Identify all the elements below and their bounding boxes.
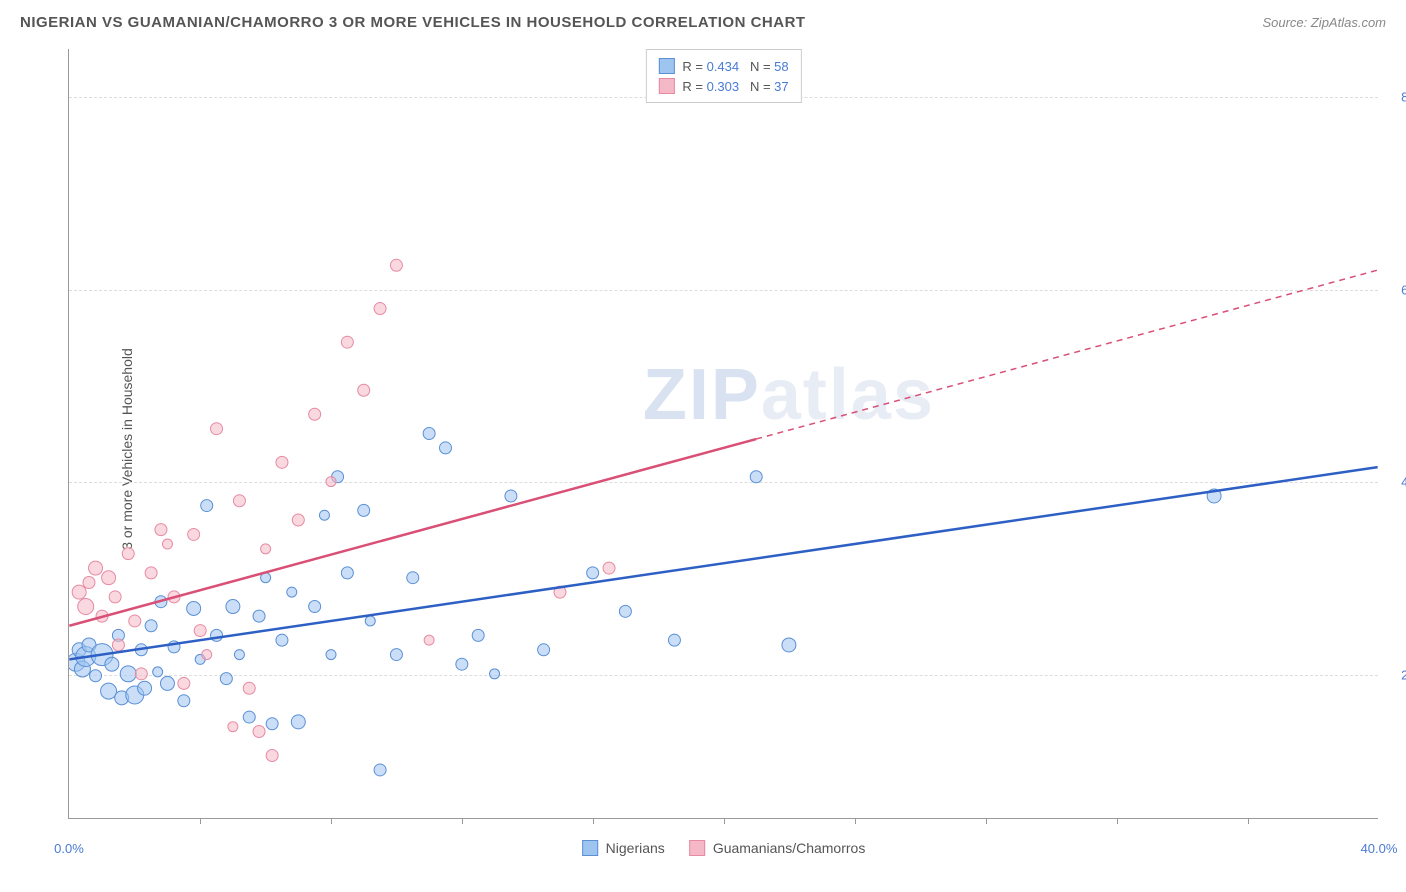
data-point bbox=[374, 764, 386, 776]
correlation-legend: R = 0.434 N = 58 R = 0.303 N = 37 bbox=[645, 49, 801, 103]
data-point bbox=[122, 548, 134, 560]
data-point bbox=[423, 428, 435, 440]
data-point bbox=[78, 599, 94, 615]
data-point bbox=[603, 562, 615, 574]
data-point bbox=[291, 715, 305, 729]
data-point bbox=[105, 657, 119, 671]
data-point bbox=[490, 669, 500, 679]
trend-line bbox=[69, 467, 1377, 659]
data-point bbox=[276, 634, 288, 646]
data-point bbox=[145, 567, 157, 579]
data-point bbox=[145, 620, 157, 632]
data-point bbox=[472, 629, 484, 641]
plot-area: R = 0.434 N = 58 R = 0.303 N = 37 ZIPatl… bbox=[68, 49, 1378, 819]
data-point bbox=[326, 477, 336, 487]
data-point bbox=[266, 718, 278, 730]
data-point bbox=[538, 644, 550, 656]
data-point bbox=[135, 668, 147, 680]
data-point bbox=[782, 638, 796, 652]
data-point bbox=[187, 601, 201, 615]
data-point bbox=[750, 471, 762, 483]
data-point bbox=[243, 711, 255, 723]
data-point bbox=[112, 639, 124, 651]
data-point bbox=[587, 567, 599, 579]
data-point bbox=[341, 336, 353, 348]
swatch-guamanians bbox=[689, 840, 705, 856]
data-point bbox=[120, 666, 136, 682]
data-point bbox=[439, 442, 451, 454]
data-point bbox=[253, 725, 265, 737]
data-point bbox=[83, 577, 95, 589]
y-tick-label: 80.0% bbox=[1401, 90, 1406, 105]
swatch-series-2 bbox=[658, 78, 674, 94]
series-legend: Nigerians Guamanians/Chamorros bbox=[582, 840, 866, 856]
data-point bbox=[101, 683, 117, 699]
data-point bbox=[226, 600, 240, 614]
data-point bbox=[178, 677, 190, 689]
data-point bbox=[178, 695, 190, 707]
data-point bbox=[319, 510, 329, 520]
x-tick-label: 0.0% bbox=[54, 841, 84, 856]
data-point bbox=[365, 616, 375, 626]
data-point bbox=[287, 587, 297, 597]
data-point bbox=[253, 610, 265, 622]
data-point bbox=[668, 634, 680, 646]
data-point bbox=[194, 625, 206, 637]
chart-title: NIGERIAN VS GUAMANIAN/CHAMORRO 3 OR MORE… bbox=[20, 14, 806, 31]
data-point bbox=[160, 676, 174, 690]
data-point bbox=[266, 750, 278, 762]
data-point bbox=[72, 585, 86, 599]
data-point bbox=[243, 682, 255, 694]
data-point bbox=[261, 544, 271, 554]
data-point bbox=[326, 650, 336, 660]
data-point bbox=[374, 303, 386, 315]
data-point bbox=[234, 650, 244, 660]
y-tick-label: 60.0% bbox=[1401, 282, 1406, 297]
data-point bbox=[90, 670, 102, 682]
data-point bbox=[358, 504, 370, 516]
data-point bbox=[390, 649, 402, 661]
data-point bbox=[505, 490, 517, 502]
data-point bbox=[341, 567, 353, 579]
data-point bbox=[390, 259, 402, 271]
data-point bbox=[292, 514, 304, 526]
data-point bbox=[102, 571, 116, 585]
data-point bbox=[201, 500, 213, 512]
data-point bbox=[309, 601, 321, 613]
data-point bbox=[211, 423, 223, 435]
data-point bbox=[407, 572, 419, 584]
data-point bbox=[109, 591, 121, 603]
swatch-nigerians bbox=[582, 840, 598, 856]
data-point bbox=[228, 722, 238, 732]
y-tick-label: 40.0% bbox=[1401, 475, 1406, 490]
trend-line-extrapolated bbox=[756, 270, 1377, 439]
source-label: Source: ZipAtlas.com bbox=[1262, 15, 1386, 30]
trend-line bbox=[69, 439, 756, 626]
x-tick-label: 40.0% bbox=[1361, 841, 1398, 856]
data-point bbox=[220, 673, 232, 685]
data-point bbox=[233, 495, 245, 507]
data-point bbox=[162, 539, 172, 549]
swatch-series-1 bbox=[658, 58, 674, 74]
data-point bbox=[129, 615, 141, 627]
data-point bbox=[456, 658, 468, 670]
data-point bbox=[153, 667, 163, 677]
data-point bbox=[424, 635, 434, 645]
data-point bbox=[89, 561, 103, 575]
data-point bbox=[188, 528, 200, 540]
data-point bbox=[619, 605, 631, 617]
data-point bbox=[202, 650, 212, 660]
data-point bbox=[358, 384, 370, 396]
y-tick-label: 20.0% bbox=[1401, 667, 1406, 682]
data-point bbox=[309, 408, 321, 420]
data-point bbox=[276, 456, 288, 468]
data-point bbox=[155, 524, 167, 536]
data-point bbox=[138, 681, 152, 695]
